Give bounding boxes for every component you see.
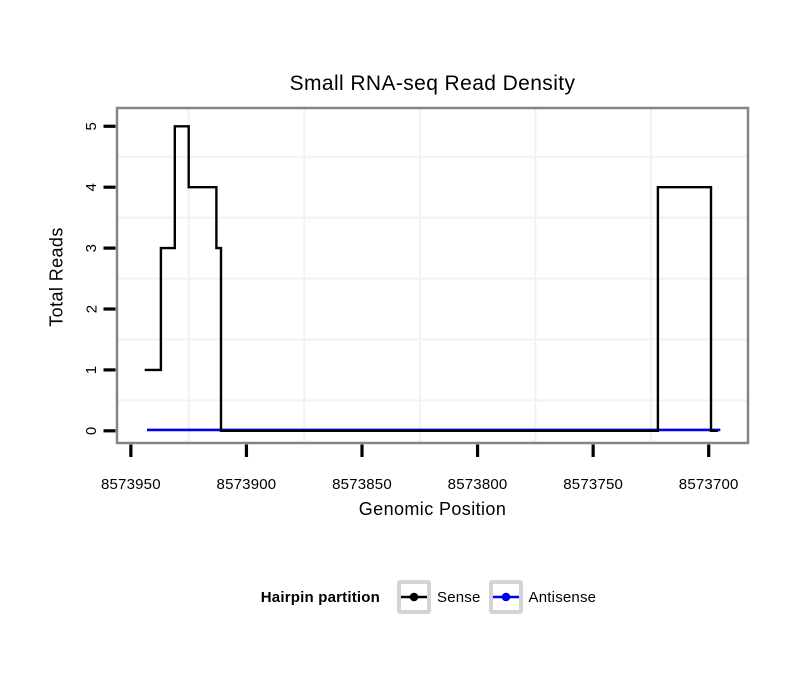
legend-item-sense: Sense [397, 580, 481, 614]
x-axis-label: Genomic Position [358, 499, 507, 519]
y-tick-label: 5 [83, 122, 100, 131]
x-tick-label: 8573950 [101, 476, 161, 493]
legend-key-antisense-icon [488, 580, 523, 614]
sense-line [144, 125, 718, 432]
x-tick-label: 8573700 [679, 476, 739, 493]
x-tick-label: 8573850 [332, 476, 392, 493]
x-tick-label: 8573900 [217, 476, 277, 493]
chart-title: Small RNA-seq Read Density [289, 72, 576, 95]
y-tick-label: 3 [83, 244, 100, 253]
x-tick-label: 8573750 [563, 476, 623, 493]
y-tick-label: 1 [83, 366, 100, 375]
y-tick-label: 4 [83, 183, 100, 192]
legend-title: Hairpin partition [260, 588, 380, 606]
legend-key-sense-icon [397, 580, 431, 614]
legend-label-antisense: Antisense [528, 588, 597, 606]
x-tick-label: 8573800 [448, 476, 508, 493]
legend-label-sense: Sense [437, 588, 481, 606]
legend: Hairpin partition Sense Antisense [117, 579, 748, 615]
y-tick-label: 2 [83, 305, 100, 314]
plot-border [115, 106, 750, 445]
y-tick-label: 0 [83, 427, 100, 436]
legend-item-antisense: Antisense [488, 580, 597, 614]
